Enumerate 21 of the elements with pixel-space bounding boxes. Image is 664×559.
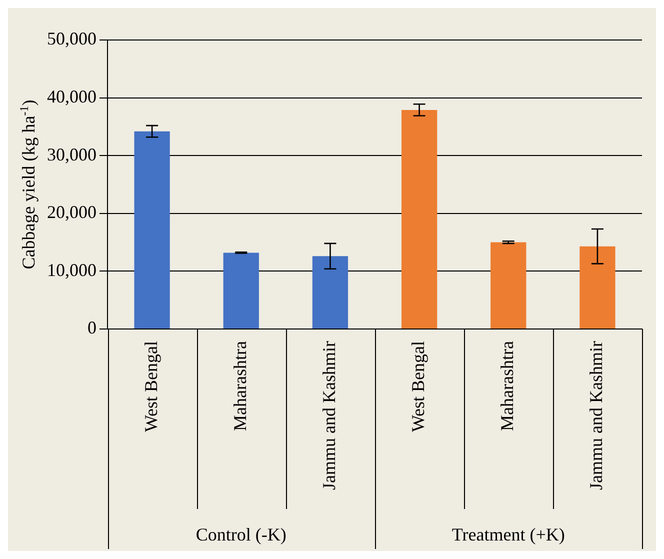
bar xyxy=(401,110,438,328)
x-tick-label: Maharashtra xyxy=(497,341,518,431)
bar xyxy=(223,252,259,328)
y-tick-label: 10,000 xyxy=(47,260,96,280)
y-axis-title: Cabbage yield (kg ha-1) xyxy=(17,100,39,270)
bar xyxy=(134,131,170,328)
text: Treatment (+K) xyxy=(452,524,565,545)
y-tick-label: 20,000 xyxy=(47,202,96,222)
bar xyxy=(580,246,616,328)
y-tick-label: 30,000 xyxy=(47,144,96,164)
y-tick-label: 0 xyxy=(88,318,96,338)
bar xyxy=(490,242,526,328)
x-tick-label: West Bengal xyxy=(408,341,428,432)
x-tick-label: Jammu and Kashmir xyxy=(586,341,606,490)
x-tick-label: West Bengal xyxy=(140,341,161,432)
text: Control (-K) xyxy=(196,524,286,545)
y-tick-label: 50,000 xyxy=(47,28,96,49)
x-tick-label: Maharashtra xyxy=(230,341,250,431)
y-tick-label: 40,000 xyxy=(47,86,96,107)
x-tick-label: Jammu and Kashmir xyxy=(318,341,339,490)
bar xyxy=(312,256,348,328)
